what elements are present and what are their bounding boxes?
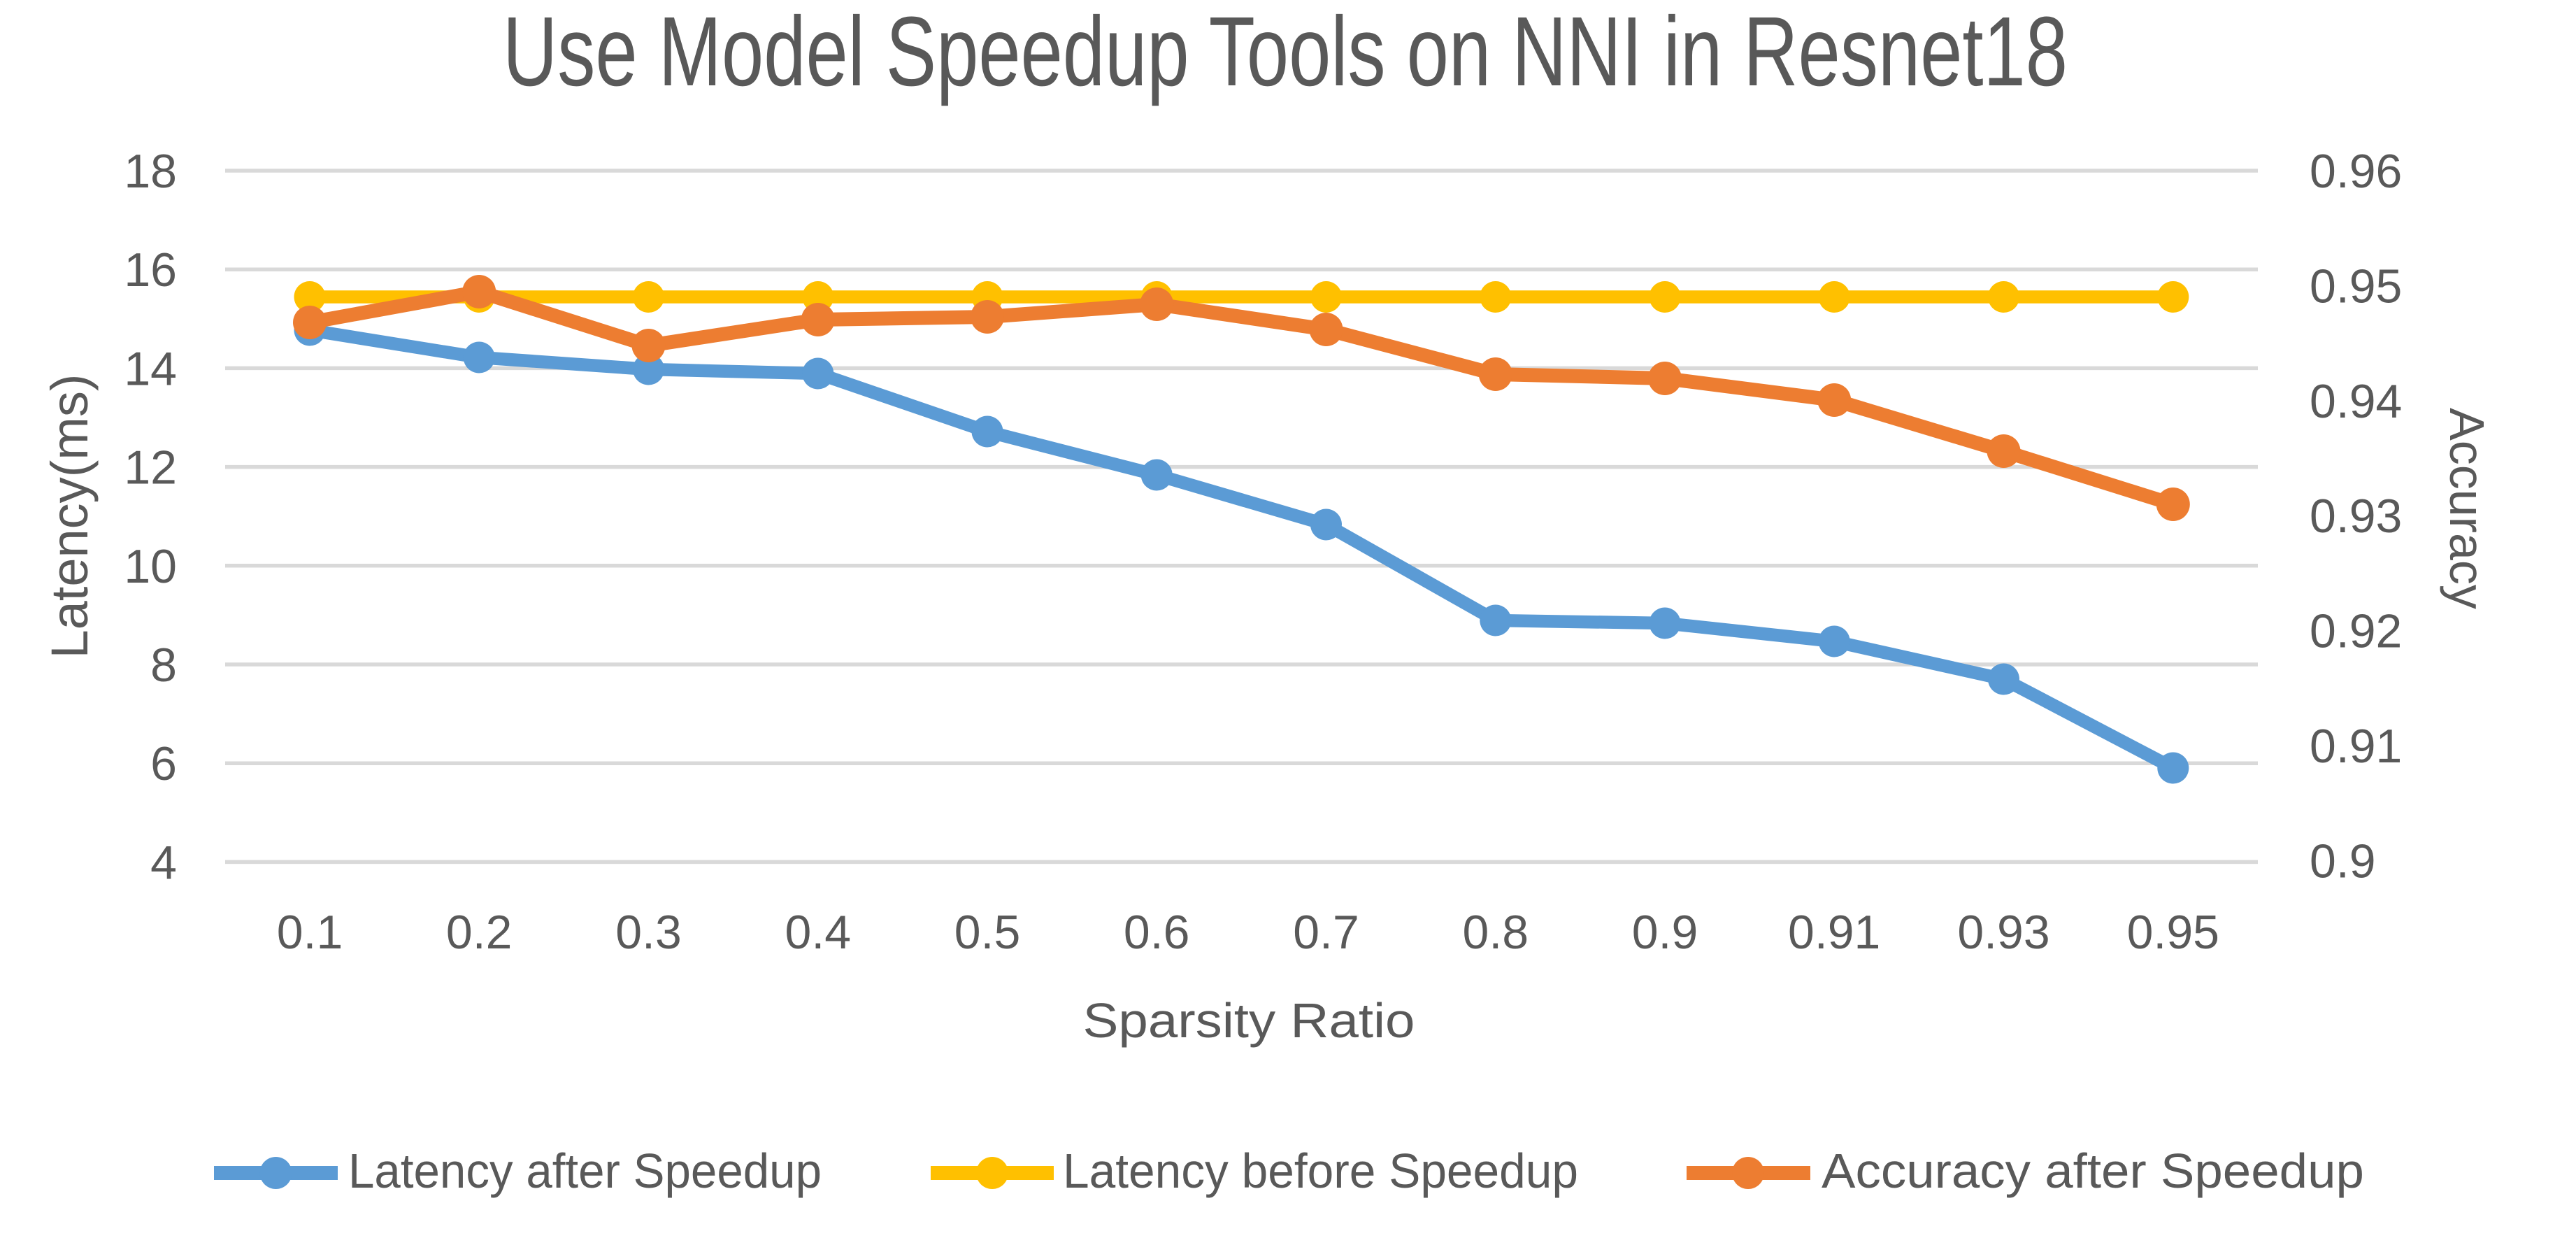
svg-text:0.9: 0.9 xyxy=(2310,835,2376,888)
svg-text:0.9: 0.9 xyxy=(1632,906,1698,959)
svg-text:0.93: 0.93 xyxy=(2310,490,2402,543)
svg-text:0.91: 0.91 xyxy=(1788,906,1880,959)
svg-text:Accuracy after Speedup: Accuracy after Speedup xyxy=(1822,1144,2364,1198)
svg-text:14: 14 xyxy=(124,342,177,395)
svg-text:Latency before Speedup: Latency before Speedup xyxy=(1063,1144,1578,1198)
svg-text:Accuracy: Accuracy xyxy=(2440,408,2494,609)
svg-text:Use Model Speedup Tools on NNI: Use Model Speedup Tools on NNI in Resnet… xyxy=(503,0,2068,106)
svg-text:8: 8 xyxy=(150,639,177,692)
svg-text:0.3: 0.3 xyxy=(615,906,682,959)
svg-text:18: 18 xyxy=(124,145,177,198)
svg-text:0.1: 0.1 xyxy=(277,906,343,959)
svg-text:0.7: 0.7 xyxy=(1293,906,1359,959)
svg-text:0.91: 0.91 xyxy=(2310,720,2402,773)
svg-text:0.92: 0.92 xyxy=(2310,605,2402,658)
svg-text:0.4: 0.4 xyxy=(785,906,852,959)
svg-text:0.6: 0.6 xyxy=(1124,906,1190,959)
svg-text:0.8: 0.8 xyxy=(1463,906,1529,959)
svg-text:Sparsity Ratio: Sparsity Ratio xyxy=(1083,993,1415,1048)
svg-text:Latency(ms): Latency(ms) xyxy=(41,373,99,658)
svg-text:0.2: 0.2 xyxy=(446,906,513,959)
svg-text:0.94: 0.94 xyxy=(2310,375,2402,428)
svg-text:Latency after Speedup: Latency after Speedup xyxy=(348,1144,822,1198)
svg-text:0.95: 0.95 xyxy=(2310,259,2402,313)
svg-text:16: 16 xyxy=(124,243,177,297)
svg-text:0.96: 0.96 xyxy=(2310,145,2402,198)
svg-text:0.5: 0.5 xyxy=(954,906,1021,959)
svg-text:12: 12 xyxy=(124,441,177,495)
svg-text:10: 10 xyxy=(124,540,177,593)
svg-text:6: 6 xyxy=(150,737,177,790)
svg-text:0.93: 0.93 xyxy=(1957,906,2049,959)
svg-text:4: 4 xyxy=(150,836,177,889)
svg-text:0.95: 0.95 xyxy=(2127,906,2219,959)
